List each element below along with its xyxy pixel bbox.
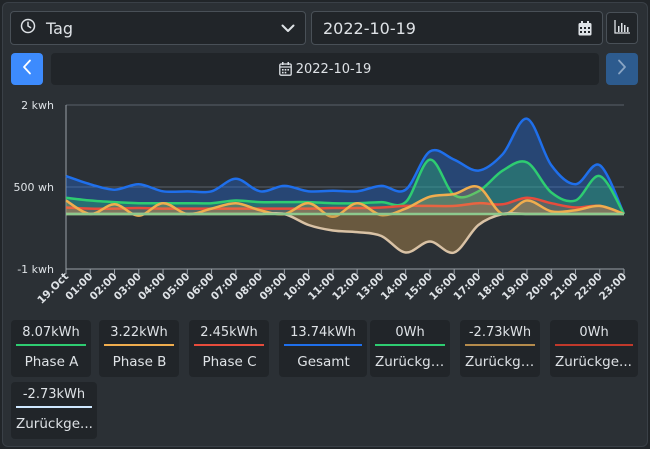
tile-label: Phase A xyxy=(24,354,79,370)
tile-label: Phase B xyxy=(112,354,167,370)
chevron-right-icon xyxy=(617,59,627,79)
tile-value: 2.45kWh xyxy=(200,325,258,340)
summary-tile[interactable]: -2.73kWh Zurückge... xyxy=(460,320,540,377)
tile-value: 8.07kWh xyxy=(22,325,80,340)
summary-tile[interactable]: 0Wh Zurückge... xyxy=(550,320,638,377)
summary-tile[interactable]: 0Wh Zurückge... xyxy=(370,320,450,377)
tile-label: Zurückge... xyxy=(465,354,536,370)
tile-label: Zurückge... xyxy=(555,354,632,370)
summary-tile[interactable]: -2.73kWh Zurückge... xyxy=(11,382,97,439)
tile-color-line xyxy=(194,344,264,346)
summary-tile[interactable]: 8.07kWh Phase A xyxy=(11,320,91,377)
next-day-button[interactable] xyxy=(606,53,638,85)
chart-toggle-button[interactable] xyxy=(606,12,638,44)
tile-label: Phase C xyxy=(202,354,257,370)
calendar-icon[interactable] xyxy=(568,20,602,36)
current-date-display[interactable]: 2022-10-19 xyxy=(51,53,599,85)
date-field[interactable]: 2022-10-19 xyxy=(311,11,603,45)
tile-color-line xyxy=(555,344,633,346)
tile-value: 0Wh xyxy=(579,325,609,340)
summary-tile[interactable]: 13.74kWh Gesamt xyxy=(279,320,367,377)
tile-color-line xyxy=(465,344,535,346)
tile-value: 13.74kWh xyxy=(290,325,356,340)
period-select-value: Tag xyxy=(46,18,74,38)
tile-color-line xyxy=(104,344,174,346)
date-field-value: 2022-10-19 xyxy=(323,18,416,38)
chevron-left-icon xyxy=(22,59,32,79)
tile-value: 0Wh xyxy=(395,325,425,340)
bar-chart-icon xyxy=(614,19,630,38)
previous-day-button[interactable] xyxy=(11,53,43,85)
tile-label: Zurückge... xyxy=(375,354,446,370)
summary-tile[interactable]: 2.45kWh Phase C xyxy=(189,320,269,377)
tile-color-line xyxy=(375,344,445,346)
tile-color-line xyxy=(16,344,86,346)
period-select[interactable]: Tag xyxy=(10,11,306,45)
chevron-down-icon xyxy=(271,23,305,33)
tile-color-line xyxy=(16,406,92,408)
current-date-label: 2022-10-19 xyxy=(295,61,372,77)
tile-label: Zurückge... xyxy=(16,416,93,432)
tile-value: -2.73kWh xyxy=(22,387,86,402)
tile-value: 3.22kWh xyxy=(110,325,168,340)
tile-value: -2.73kWh xyxy=(468,325,532,340)
tile-label: Gesamt xyxy=(297,354,350,370)
tile-color-line xyxy=(284,344,362,346)
clock-icon xyxy=(20,18,36,38)
summary-tile[interactable]: 3.22kWh Phase B xyxy=(99,320,179,377)
calendar-icon xyxy=(278,62,292,76)
